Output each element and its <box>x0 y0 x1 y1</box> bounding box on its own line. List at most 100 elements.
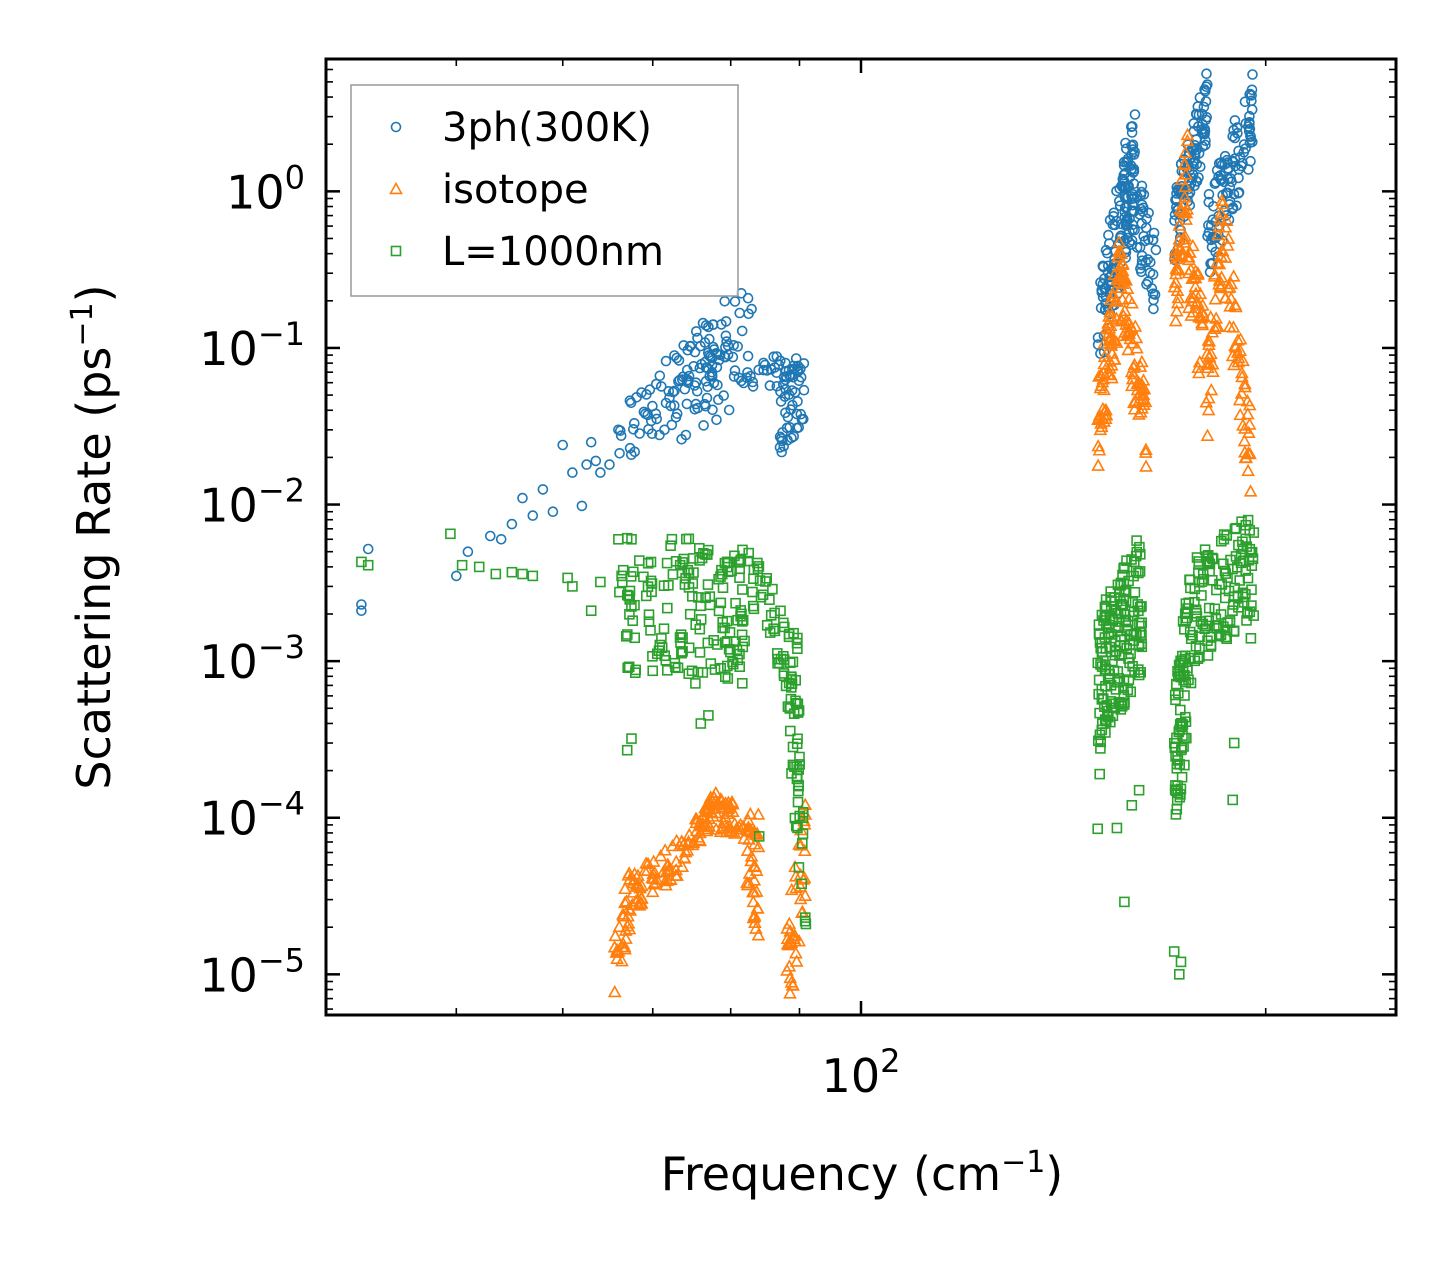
y-tick-label: 10−5 <box>199 941 305 1002</box>
l-1000nm-point <box>1218 558 1229 570</box>
l-1000nm-point <box>595 576 606 588</box>
isotope-point <box>1168 314 1183 327</box>
isotope-point <box>751 807 766 820</box>
isotope-point <box>675 859 690 873</box>
l-1000nm-point <box>1248 527 1260 538</box>
l-1000nm-point <box>1099 714 1111 725</box>
3ph-300k-point <box>660 355 672 367</box>
isotope-point <box>1114 246 1129 260</box>
l-1000nm-point <box>1126 799 1138 811</box>
3ph-300k-point <box>720 330 732 342</box>
isotope-point <box>618 895 632 909</box>
3ph-300k-point <box>711 361 723 373</box>
isotope-point <box>1177 157 1192 170</box>
l-1000nm-point <box>729 550 740 562</box>
isotope-point <box>630 877 645 890</box>
l-1000nm-point <box>784 657 796 669</box>
isotope-point <box>741 820 756 833</box>
3ph-300k-point <box>1119 212 1131 223</box>
isotope-point <box>749 921 763 934</box>
3ph-300k-point <box>789 363 800 375</box>
3ph-300k-point <box>595 467 606 478</box>
l-1000nm-point <box>680 533 692 545</box>
3ph-300k-point <box>671 408 683 420</box>
isotope-point <box>699 802 714 815</box>
3ph-300k-point <box>1203 189 1215 200</box>
isotope-point <box>1208 292 1223 305</box>
l-1000nm-point <box>647 665 659 677</box>
l-1000nm-point <box>1237 543 1249 555</box>
isotope-point <box>708 785 723 799</box>
3ph-300k-point <box>698 420 709 431</box>
3ph-300k-point <box>1206 241 1218 253</box>
isotope-point <box>1212 277 1226 290</box>
l-1000nm-point <box>1228 737 1240 749</box>
l-1000nm-point <box>456 559 468 571</box>
isotope-point <box>744 853 758 867</box>
l-1000nm-point <box>1197 618 1209 630</box>
3ph-300k-point <box>776 446 788 458</box>
3ph-300k-point <box>655 381 667 392</box>
l-1000nm-point <box>1113 620 1124 632</box>
isotope-point <box>1137 397 1151 410</box>
isotope-point <box>1124 364 1139 378</box>
isotope-point <box>693 825 707 839</box>
3ph-300k-point <box>1119 167 1131 179</box>
isotope-point <box>1221 280 1235 294</box>
isotope-point <box>1130 382 1145 396</box>
l-1000nm-point <box>686 665 698 677</box>
3ph-300k-point <box>1129 109 1141 120</box>
l-1000nm-point <box>658 623 670 635</box>
3ph-300k-point <box>746 303 757 315</box>
l-1000nm-point <box>1100 618 1112 629</box>
isotope-point <box>1127 357 1142 371</box>
isotope-point <box>1136 391 1151 404</box>
3ph-300k-point <box>1136 255 1148 267</box>
3ph-300k-point <box>774 355 786 367</box>
l-1000nm-point <box>1098 615 1109 626</box>
3ph-300k-point <box>1143 207 1154 219</box>
3ph-300k-point <box>537 484 549 495</box>
isotope-point <box>782 959 797 972</box>
l-1000nm-point <box>1184 574 1195 586</box>
l-1000nm-point <box>1092 657 1104 669</box>
3ph-300k-point <box>1189 149 1201 161</box>
isotope-point <box>678 844 693 858</box>
l-1000nm-point <box>1119 896 1130 908</box>
3ph-300k-point <box>1215 175 1227 186</box>
l-1000nm-point <box>1127 660 1138 672</box>
isotope-point <box>1201 390 1216 404</box>
isotope-point <box>1240 394 1255 407</box>
l-1000nm-point <box>1169 784 1181 796</box>
l-1000nm-point <box>1124 657 1135 669</box>
isotope-point <box>1238 376 1252 390</box>
isotope-point <box>661 862 676 875</box>
isotope-point <box>1215 193 1229 206</box>
isotope-point <box>1103 304 1117 318</box>
l-1000nm-point <box>786 671 797 683</box>
l-1000nm-point <box>752 557 763 569</box>
isotope-point <box>1235 369 1249 383</box>
3ph-300k-point <box>625 449 637 461</box>
isotope-point <box>681 837 695 850</box>
3ph-300k-point <box>673 355 685 366</box>
isotope-point <box>746 894 761 908</box>
l-1000nm-point <box>626 601 637 612</box>
3ph-300k-point <box>700 375 712 387</box>
3ph-300k-point <box>527 510 539 521</box>
l-1000nm-point <box>730 597 741 609</box>
isotope-point <box>1204 346 1218 360</box>
isotope-point <box>1117 272 1131 285</box>
l-1000nm-point <box>1224 615 1236 626</box>
l-1000nm-point <box>626 533 637 545</box>
l-1000nm-point <box>1228 625 1240 637</box>
3ph-300k-point <box>1147 288 1159 300</box>
isotope-point <box>1172 218 1187 231</box>
isotope-point <box>1203 310 1218 323</box>
3ph-300k-point <box>716 319 727 330</box>
isotope-point <box>1177 190 1192 203</box>
l-1000nm-point <box>670 555 682 567</box>
3ph-300k-point <box>1228 124 1239 136</box>
3ph-300k-point <box>356 599 367 610</box>
isotope-point <box>627 866 642 880</box>
